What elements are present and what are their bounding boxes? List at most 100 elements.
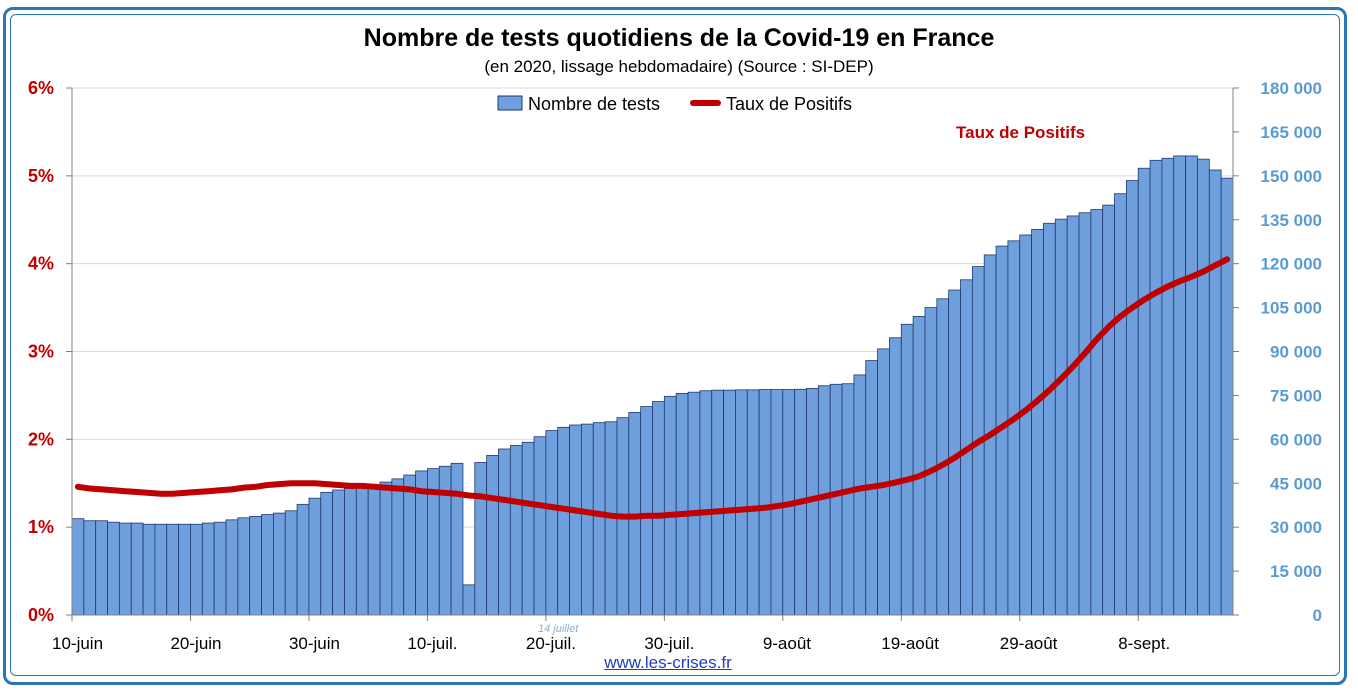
bar — [237, 517, 251, 616]
bar — [1114, 193, 1127, 616]
bar — [142, 523, 156, 616]
bar-note: 14 juillet — [538, 623, 579, 635]
right-tick-label: 120 000 — [1261, 255, 1322, 274]
bar — [474, 462, 488, 616]
bar — [758, 389, 772, 616]
right-tick-label: 30 000 — [1270, 518, 1322, 537]
bar — [592, 422, 606, 616]
left-tick-label: 6% — [28, 78, 54, 98]
bar — [1208, 169, 1222, 616]
bar — [190, 523, 203, 616]
bar — [450, 462, 464, 616]
bar — [166, 523, 180, 616]
bar — [1220, 177, 1234, 616]
bar — [284, 510, 298, 616]
bar — [355, 486, 369, 616]
bar — [201, 522, 215, 616]
bar — [723, 389, 736, 616]
bar — [687, 391, 701, 616]
right-tick-label: 180 000 — [1261, 79, 1322, 98]
x-tick-label: 9-août — [763, 634, 811, 653]
bar — [675, 392, 689, 616]
bar — [1054, 218, 1068, 616]
bar — [498, 448, 511, 616]
bar — [332, 489, 345, 616]
bar — [379, 481, 393, 616]
bar — [1019, 234, 1033, 616]
bar — [486, 455, 499, 616]
bar — [107, 521, 120, 616]
bar — [1125, 180, 1139, 616]
bar — [367, 484, 381, 616]
right-tick-label: 165 000 — [1261, 123, 1322, 142]
bar — [581, 423, 594, 616]
bar — [1185, 155, 1198, 616]
bar — [1090, 209, 1104, 616]
right-tick-label: 135 000 — [1261, 211, 1322, 230]
bar — [249, 515, 262, 616]
legend-line-label: Taux de Positifs — [726, 94, 852, 114]
chart-title: Nombre de tests quotidiens de la Covid-1… — [363, 24, 995, 52]
bar — [213, 521, 227, 616]
legend-bars-label: Nombre de tests — [528, 94, 660, 114]
bar — [1137, 167, 1151, 616]
bar — [545, 430, 559, 616]
bar — [652, 401, 665, 616]
x-tick-label: 10-juil. — [407, 634, 457, 653]
bar — [889, 337, 902, 616]
bar — [699, 390, 713, 616]
bar — [391, 478, 405, 616]
source-link[interactable]: www.les-crises.fr — [604, 653, 732, 672]
x-tick-label: 30-juin — [289, 634, 340, 653]
bar — [225, 519, 239, 616]
bar — [462, 584, 476, 616]
bar — [1007, 240, 1021, 616]
bar — [1173, 155, 1187, 616]
bar — [912, 315, 926, 616]
bar — [924, 307, 938, 616]
bar — [900, 323, 914, 616]
line-annotation: Taux de Positifs — [956, 123, 1085, 142]
bar — [735, 389, 748, 616]
left-tick-label: 2% — [28, 429, 54, 449]
right-tick-label: 60 000 — [1270, 430, 1322, 449]
bar — [178, 523, 191, 616]
bar — [1066, 215, 1080, 616]
x-tick-label: 10-juin — [52, 634, 103, 653]
right-tick-label: 15 000 — [1270, 562, 1322, 581]
x-tick-label: 20-juil. — [526, 634, 576, 653]
x-tick-label: 19-août — [881, 634, 939, 653]
left-tick-label: 5% — [28, 166, 54, 186]
bar — [711, 389, 724, 616]
bar — [1102, 204, 1115, 616]
outer-frame — [3, 7, 1347, 685]
bar — [1161, 157, 1175, 616]
right-tick-label: 0 — [1313, 606, 1322, 625]
left-tick-label: 4% — [28, 254, 54, 274]
bar — [1043, 222, 1056, 616]
bar — [438, 465, 452, 616]
bar — [95, 520, 108, 616]
inner-frame — [10, 14, 1340, 676]
bar — [1149, 159, 1163, 616]
bar — [1031, 229, 1044, 616]
bar — [71, 518, 85, 616]
chart-subtitle: (en 2020, lissage hebdomadaire) (Source … — [484, 57, 874, 76]
positivity-line — [74, 256, 1231, 520]
bar — [296, 503, 310, 616]
bar — [853, 374, 867, 616]
right-tick-label: 90 000 — [1270, 343, 1322, 362]
x-tick-label: 30-juil. — [644, 634, 694, 653]
bar — [1078, 212, 1092, 616]
x-tick-label: 29-août — [1000, 634, 1058, 653]
bar — [83, 520, 97, 616]
x-tick-label: 20-juin — [170, 634, 221, 653]
bar — [320, 491, 334, 616]
bar — [829, 383, 843, 616]
bar — [569, 424, 582, 616]
bar — [118, 522, 132, 616]
bar — [640, 406, 653, 616]
bar — [770, 389, 784, 616]
left-tick-label: 1% — [28, 517, 54, 537]
